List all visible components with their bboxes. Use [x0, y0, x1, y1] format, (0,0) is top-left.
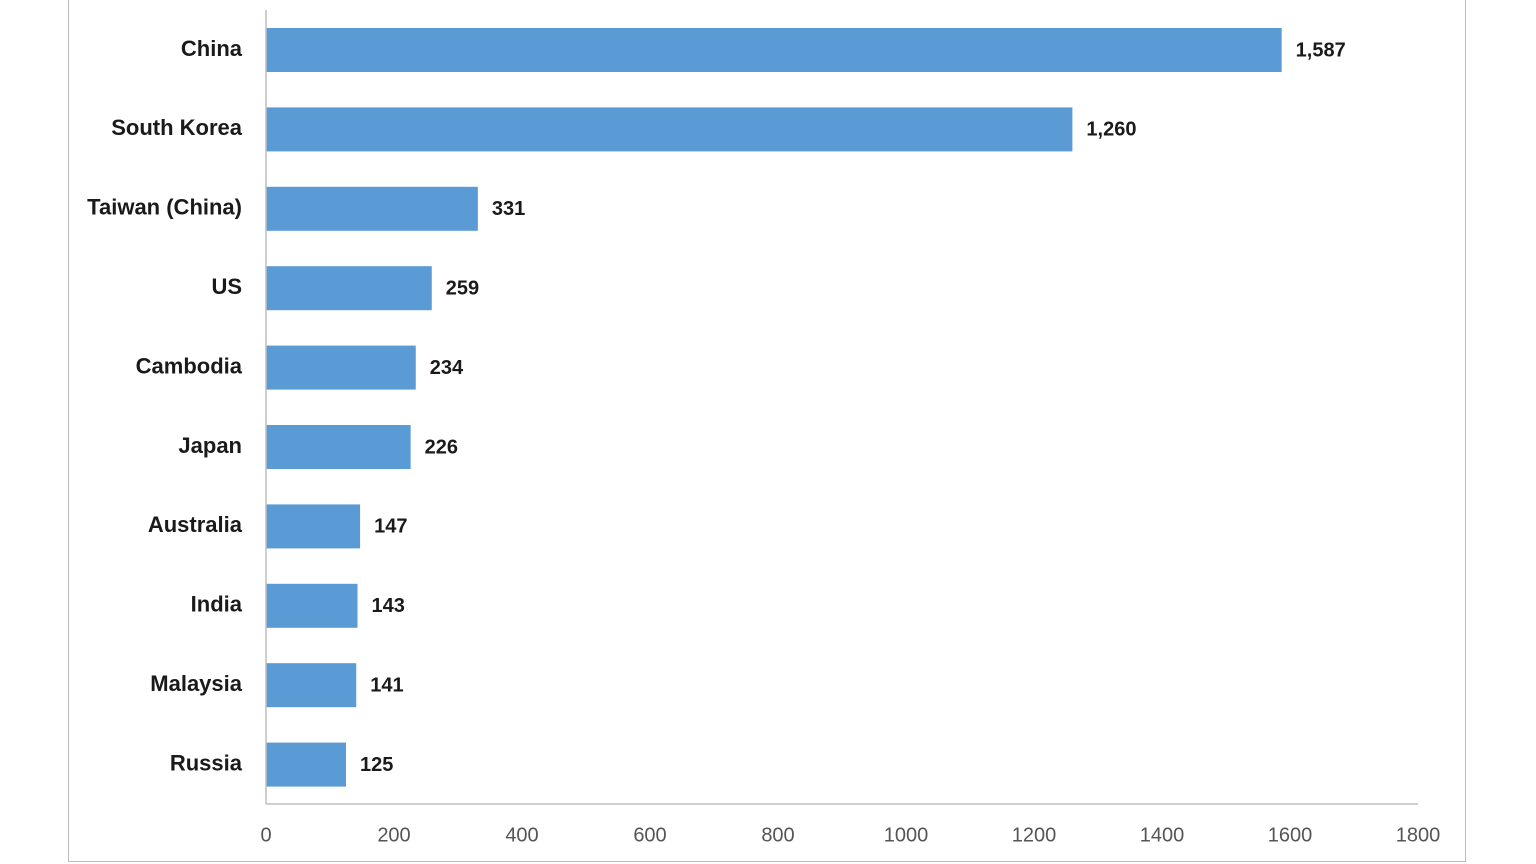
value-label-south-korea: 1,260 [1086, 119, 1136, 141]
x-tick-label-1000: 1000 [884, 824, 929, 846]
x-tick-labels: 0 200 400 600 800 1000 1200 1400 1600 1800 [260, 824, 1440, 846]
bar-malaysia [266, 663, 357, 708]
x-tick-label-800: 800 [761, 824, 794, 846]
value-label-us: 259 [446, 277, 479, 299]
value-label-japan: 226 [425, 436, 458, 458]
category-label-us: US [211, 274, 242, 299]
bar-russia [266, 742, 346, 787]
x-tick-label-600: 600 [633, 824, 666, 846]
category-label-malaysia: Malaysia [150, 671, 242, 696]
x-tick-label-400: 400 [505, 824, 538, 846]
bar-china [266, 28, 1282, 72]
bar-australia [266, 504, 361, 549]
bar-cambodia [266, 345, 416, 390]
x-tick-label-1800: 1800 [1396, 824, 1441, 846]
category-label-australia: Australia [148, 512, 243, 537]
category-label-china: China [181, 36, 243, 61]
category-label-cambodia: Cambodia [136, 353, 243, 378]
bar-japan [266, 425, 411, 469]
category-label-india: India [191, 592, 243, 617]
category-labels: China South Korea Taiwan (China) US Cambodia… [87, 36, 243, 776]
x-tick-label-1200: 1200 [1012, 824, 1057, 846]
x-tick-label-1600: 1600 [1268, 824, 1313, 846]
value-label-australia: 147 [374, 516, 407, 538]
value-label-malaysia: 141 [370, 674, 403, 696]
value-labels: 1,587 1,260 331 259 234 226 147 143 141 125 [360, 39, 1346, 776]
value-label-taiwan-china: 331 [492, 198, 525, 220]
category-label-south-korea: South Korea [111, 115, 243, 140]
bar-us [266, 266, 432, 311]
value-label-russia: 125 [360, 754, 393, 776]
value-label-cambodia: 234 [430, 357, 464, 379]
bars-layer [266, 28, 1282, 787]
x-tick-label-0: 0 [260, 824, 271, 846]
category-label-taiwan-china: Taiwan (China) [87, 195, 242, 220]
category-label-japan: Japan [178, 433, 242, 458]
value-label-india: 143 [372, 595, 405, 617]
x-tick-label-200: 200 [377, 824, 410, 846]
bar-south-korea [266, 107, 1073, 152]
x-tick-label-1400: 1400 [1140, 824, 1185, 846]
bar-india [266, 583, 358, 628]
value-label-china: 1,587 [1296, 39, 1346, 61]
bar-taiwan-china [266, 186, 478, 231]
category-label-russia: Russia [170, 750, 243, 775]
